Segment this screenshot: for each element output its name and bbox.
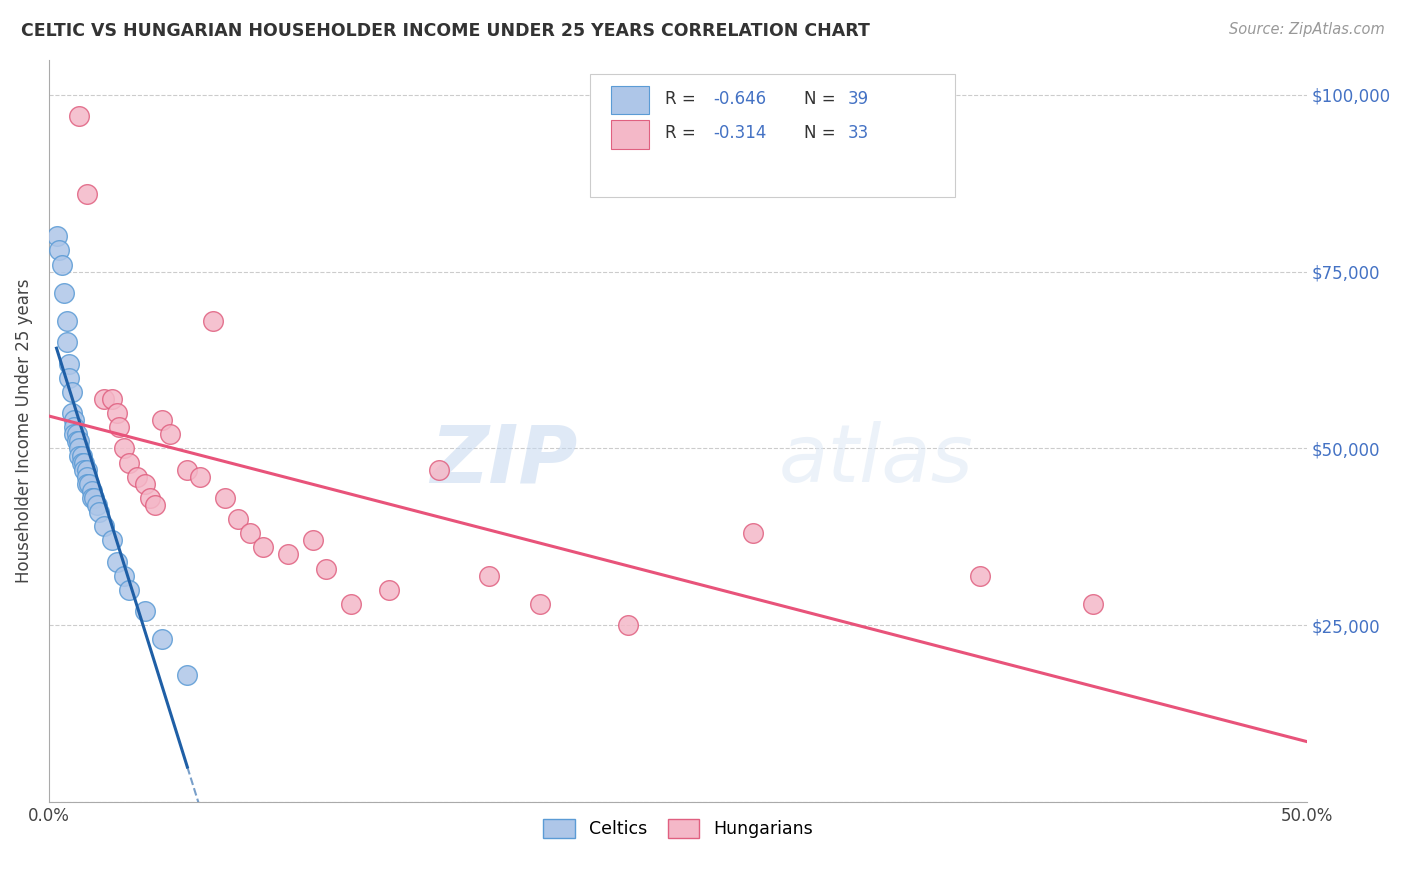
Point [1081, 597, 1104, 611]
Legend: Celtics, Hungarians: Celtics, Hungarians [537, 812, 820, 846]
Y-axis label: Householder Income Under 25 years: Householder Income Under 25 years [15, 278, 32, 583]
Point [188, 469, 211, 483]
Point [67, 442, 90, 456]
FancyBboxPatch shape [612, 120, 650, 149]
Point [63, 427, 86, 442]
Point [105, 406, 128, 420]
Point [118, 456, 141, 470]
Point [101, 533, 124, 548]
Point [315, 561, 337, 575]
Point [77, 476, 100, 491]
Point [70, 449, 93, 463]
Point [302, 533, 325, 548]
Point [134, 604, 156, 618]
Point [134, 476, 156, 491]
Text: R =: R = [665, 90, 702, 108]
Point [478, 568, 501, 582]
Point [201, 314, 224, 328]
Point [108, 420, 131, 434]
Point [93, 392, 115, 406]
Point [89, 505, 111, 519]
Point [76, 476, 98, 491]
Point [53, 285, 76, 300]
Point [93, 519, 115, 533]
Point [427, 463, 450, 477]
Point [83, 491, 105, 505]
Point [63, 420, 86, 434]
Point [45, 229, 67, 244]
Point [150, 632, 173, 647]
Point [616, 618, 638, 632]
Text: 33: 33 [848, 124, 869, 142]
Point [159, 427, 181, 442]
Point [138, 491, 160, 505]
Point [176, 667, 198, 681]
Point [66, 427, 89, 442]
Point [105, 555, 128, 569]
Point [76, 463, 98, 477]
Point [66, 434, 89, 449]
Point [58, 370, 80, 384]
Text: Source: ZipAtlas.com: Source: ZipAtlas.com [1229, 22, 1385, 37]
Point [529, 597, 551, 611]
FancyBboxPatch shape [591, 74, 955, 197]
Point [214, 491, 236, 505]
Point [67, 449, 90, 463]
Point [125, 469, 148, 483]
Point [55, 335, 77, 350]
Text: 39: 39 [848, 90, 869, 108]
Point [340, 597, 363, 611]
Point [143, 498, 166, 512]
Point [226, 512, 249, 526]
Text: -0.314: -0.314 [713, 124, 766, 142]
Text: N =: N = [804, 90, 841, 108]
Point [70, 456, 93, 470]
Point [377, 582, 399, 597]
Point [73, 463, 96, 477]
Point [51, 258, 73, 272]
Point [55, 314, 77, 328]
Point [58, 357, 80, 371]
Point [60, 384, 83, 399]
Point [60, 406, 83, 420]
Point [80, 483, 103, 498]
Point [86, 498, 108, 512]
Text: CELTIC VS HUNGARIAN HOUSEHOLDER INCOME UNDER 25 YEARS CORRELATION CHART: CELTIC VS HUNGARIAN HOUSEHOLDER INCOME U… [21, 22, 870, 40]
Point [63, 413, 86, 427]
FancyBboxPatch shape [612, 86, 650, 114]
Point [76, 186, 98, 201]
Point [101, 392, 124, 406]
Point [114, 568, 136, 582]
Point [239, 526, 262, 541]
Text: ZIP: ZIP [430, 421, 578, 500]
Point [277, 548, 299, 562]
Point [48, 244, 70, 258]
Text: -0.646: -0.646 [713, 90, 766, 108]
Text: R =: R = [665, 124, 702, 142]
Point [252, 541, 274, 555]
Point [67, 434, 90, 449]
Point [742, 526, 765, 541]
Point [67, 109, 90, 123]
Text: N =: N = [804, 124, 841, 142]
Point [176, 463, 198, 477]
Point [80, 491, 103, 505]
Text: atlas: atlas [779, 421, 973, 500]
Point [114, 442, 136, 456]
Point [969, 568, 991, 582]
Point [150, 413, 173, 427]
Point [76, 469, 98, 483]
Point [118, 582, 141, 597]
Point [73, 456, 96, 470]
